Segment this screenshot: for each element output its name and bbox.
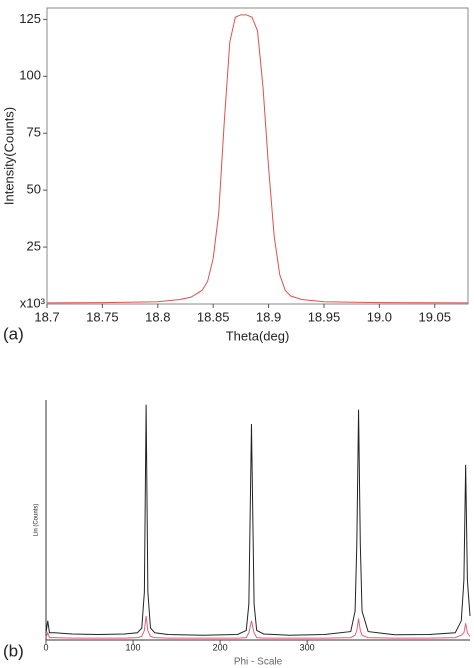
x-tick-label: 19.0 (367, 309, 392, 324)
y-tick-label: 125 (19, 11, 41, 26)
data-line (45, 615, 471, 639)
x-tick-label: 19.05 (418, 309, 451, 324)
data-line (45, 404, 471, 636)
y-axis-title: Lin (Counts) (34, 504, 40, 537)
x-tick-label: 18.75 (86, 309, 119, 324)
x-tick-label: 18.8 (145, 309, 170, 324)
y-tick-label: 25 (27, 239, 41, 254)
x-axis-title: Phi - Scale (234, 657, 283, 668)
panel-label: (a) (3, 324, 24, 343)
x-tick-label: 200 (213, 642, 228, 652)
y-multiplier: x10³ (20, 295, 46, 310)
y-tick-label: 50 (27, 182, 41, 197)
x-axis-title: Theta(deg) (226, 328, 290, 343)
x-tick-label: 300 (300, 642, 315, 652)
x-tick-label: 18.95 (308, 309, 341, 324)
x-tick-label: 18.9 (256, 309, 281, 324)
plot-frame (46, 7, 469, 305)
x-tick-label: 18.7 (34, 309, 59, 324)
panel-label: (b) (3, 641, 24, 660)
y-axis-title: Intensity(Counts) (1, 107, 16, 205)
x-tick-label: 18.85 (197, 309, 230, 324)
x-tick-label: 100 (126, 642, 141, 652)
x-tick-label: 0 (43, 642, 48, 652)
y-tick-label: 75 (27, 125, 41, 140)
y-tick-label: 100 (19, 68, 41, 83)
data-line (46, 14, 469, 304)
